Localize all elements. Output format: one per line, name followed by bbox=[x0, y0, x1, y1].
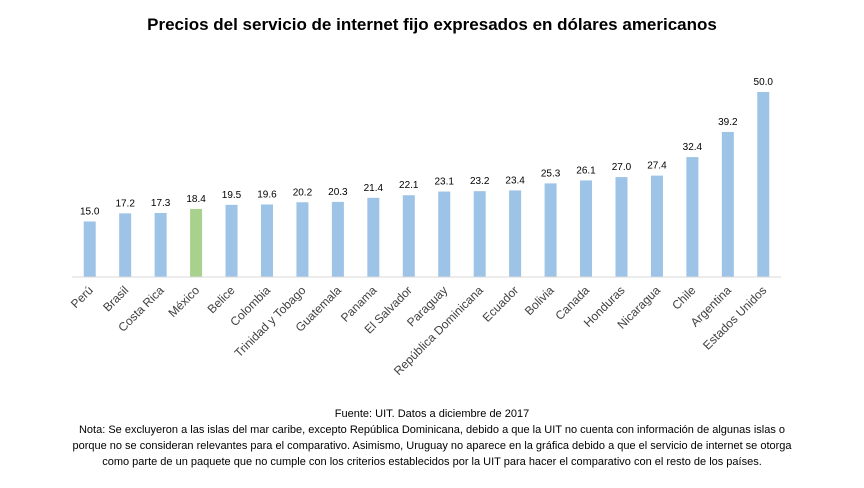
bar-colombia bbox=[260, 204, 273, 277]
value-label-colombia: 19.6 bbox=[257, 189, 277, 200]
value-label-trinidad-y-tobago: 20.2 bbox=[293, 187, 313, 198]
bar-estados-unidos bbox=[757, 92, 770, 277]
bar-mexico bbox=[190, 208, 203, 277]
bar-el-salvador bbox=[402, 195, 415, 277]
bar-canada bbox=[580, 180, 593, 277]
note-line-1: Nota: Se excluyeron a las islas del mar … bbox=[78, 424, 786, 436]
chart-title: Precios del servicio de internet fijo ex… bbox=[147, 15, 717, 34]
value-label-argentina: 39.2 bbox=[718, 117, 738, 128]
value-label-nicaragua: 27.4 bbox=[647, 161, 667, 172]
value-label-panama: 21.4 bbox=[364, 183, 384, 194]
value-labels-group: 15.0 17.2 17.3 18.4 19.5 19.6 20.2 20.3 21.4 22.1… bbox=[80, 77, 773, 218]
bar-republica-dominicana bbox=[473, 191, 486, 277]
note-line-3: como parte de un paquete que no cumple c… bbox=[102, 456, 762, 468]
value-label-canada: 26.1 bbox=[576, 165, 596, 176]
bar-chile bbox=[686, 157, 699, 277]
bar-argentina bbox=[721, 131, 734, 277]
value-label-ecuador: 23.4 bbox=[505, 175, 525, 186]
bar-peru bbox=[83, 221, 96, 277]
value-label-belice: 19.5 bbox=[222, 190, 242, 201]
chart-footer: Fuente: UIT. Datos a diciembre de 2017 N… bbox=[0, 406, 864, 470]
bars-group bbox=[83, 92, 770, 277]
tick-label-brasil: Brasil bbox=[100, 283, 131, 314]
tick-label-estados-unidos: Estados Unidos bbox=[700, 283, 769, 352]
value-label-el-salvador: 22.1 bbox=[399, 180, 419, 191]
value-label-mexico: 18.4 bbox=[186, 194, 206, 205]
bar-honduras bbox=[615, 177, 628, 277]
bar-paraguay bbox=[438, 191, 451, 277]
bar-nicaragua bbox=[650, 175, 663, 277]
note-line-2: porque no se consideran relevantes para … bbox=[72, 440, 792, 452]
value-label-brasil: 17.2 bbox=[115, 198, 135, 209]
value-label-guatemala: 20.3 bbox=[328, 187, 348, 198]
value-label-paraguay: 23.1 bbox=[434, 177, 454, 188]
value-label-chile: 32.4 bbox=[683, 142, 703, 153]
bar-belice bbox=[225, 204, 238, 277]
value-label-peru: 15.0 bbox=[80, 207, 100, 218]
bar-costa-rica bbox=[154, 212, 167, 277]
tick-label-chile: Chile bbox=[669, 283, 698, 312]
tick-label-belice: Belice bbox=[205, 283, 238, 316]
bar-panama bbox=[367, 197, 380, 277]
bar-trinidad-y-tobago bbox=[296, 202, 309, 277]
bar-guatemala bbox=[331, 201, 344, 277]
bar-brasil bbox=[119, 213, 132, 277]
value-label-costa-rica: 17.3 bbox=[151, 198, 171, 209]
value-label-republica-dominicana: 23.2 bbox=[470, 176, 490, 187]
tick-label-ecuador: Ecuador bbox=[480, 283, 522, 325]
bar-bolivia bbox=[544, 183, 557, 277]
value-label-honduras: 27.0 bbox=[612, 162, 632, 173]
bar-ecuador bbox=[509, 190, 522, 277]
value-label-bolivia: 25.3 bbox=[541, 168, 561, 179]
tick-label-mexico: México bbox=[165, 283, 202, 320]
tick-label-peru: Perú bbox=[68, 283, 96, 311]
bar-chart: 15.0 17.2 17.3 18.4 19.5 19.6 20.2 20.3 21.4 22.1… bbox=[68, 77, 781, 378]
source-note: Fuente: UIT. Datos a diciembre de 2017 bbox=[334, 408, 530, 420]
value-label-estados-unidos: 50.0 bbox=[754, 77, 774, 88]
